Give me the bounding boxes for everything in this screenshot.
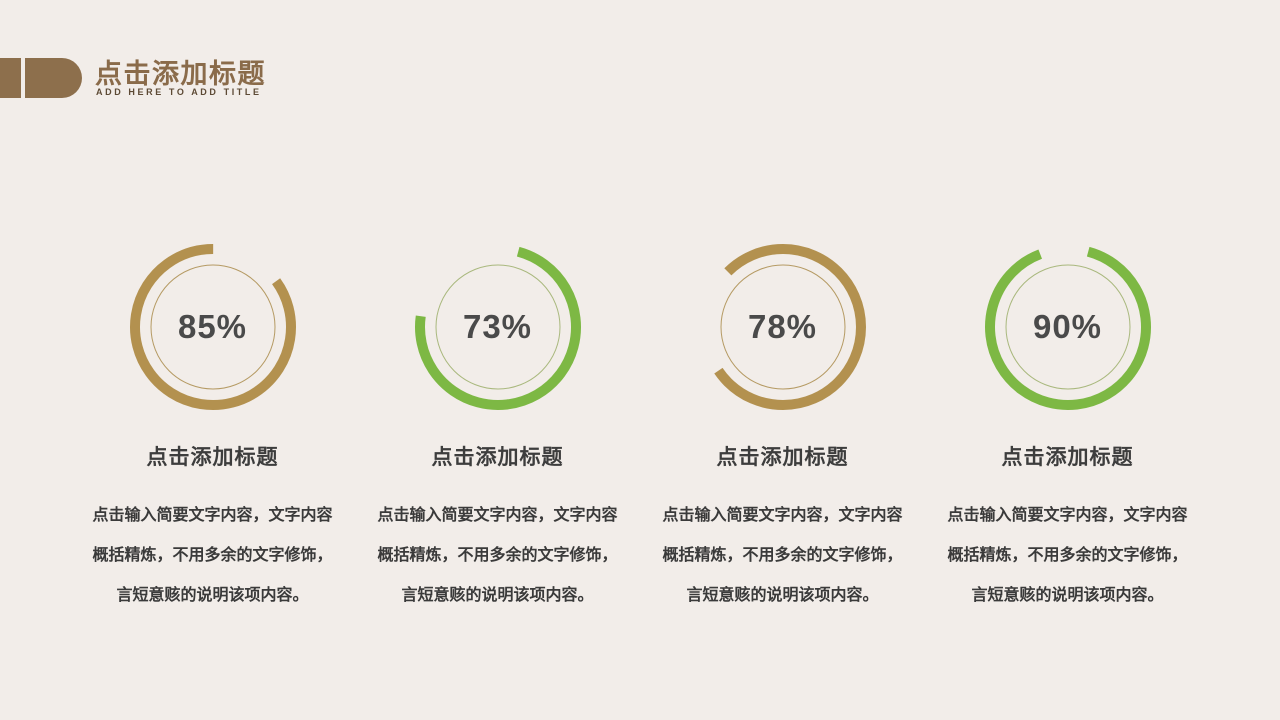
inner-circle [1005, 264, 1130, 390]
inner-circle [720, 264, 845, 390]
progress-ring-1: 85% [123, 237, 303, 417]
page-title: 点击添加标题 [95, 59, 266, 89]
percent-value: 85% [177, 308, 248, 345]
description-line: 概括精炼，不用多余的文字修饰， [947, 547, 1188, 564]
description-line: 概括精炼，不用多余的文字修饰， [662, 547, 903, 564]
description-line: 概括精炼，不用多余的文字修饰， [92, 547, 333, 564]
page-subtitle: ADD HERE TO ADD TITLE [96, 87, 262, 97]
inner-circle [150, 264, 275, 390]
logo-bar-shape [0, 58, 21, 98]
stat-columns: 85% 点击添加标题 点击输入简要文字内容，文字内容 概括精炼，不用多余的文字修… [70, 237, 1210, 616]
percent-value: 90% [1032, 308, 1103, 345]
percent-value: 73% [462, 308, 533, 345]
stat-description: 点击输入简要文字内容，文字内容 概括精炼，不用多余的文字修饰， 言短意赅的说明该… [355, 496, 640, 616]
description-line: 点击输入简要文字内容，文字内容 [947, 507, 1188, 524]
progress-ring-svg [699, 244, 866, 410]
stat-description: 点击输入简要文字内容，文字内容 概括精炼，不用多余的文字修饰， 言短意赅的说明该… [925, 496, 1210, 616]
progress-ring-svg [414, 244, 581, 410]
description-line: 点击输入简要文字内容，文字内容 [662, 507, 903, 524]
description-line: 言短意赅的说明该项内容。 [116, 587, 309, 604]
stat-title: 点击添加标题 [431, 446, 564, 469]
progress-ring-svg [984, 244, 1151, 410]
stat-column-4: 90% 点击添加标题 点击输入简要文字内容，文字内容 概括精炼，不用多余的文字修… [925, 237, 1210, 616]
stat-title: 点击添加标题 [146, 446, 279, 469]
description-line: 概括精炼，不用多余的文字修饰， [377, 547, 618, 564]
stat-column-1: 85% 点击添加标题 点击输入简要文字内容，文字内容 概括精炼，不用多余的文字修… [70, 237, 355, 616]
description-line: 言短意赅的说明该项内容。 [971, 587, 1164, 604]
logo-pill-shape [25, 58, 82, 98]
stat-column-3: 78% 点击添加标题 点击输入简要文字内容，文字内容 概括精炼，不用多余的文字修… [640, 237, 925, 616]
progress-ring-2: 73% [408, 237, 588, 417]
stat-title: 点击添加标题 [1001, 446, 1134, 469]
description-line: 言短意赅的说明该项内容。 [686, 587, 879, 604]
stat-title: 点击添加标题 [716, 446, 849, 469]
progress-ring-3: 78% [693, 237, 873, 417]
description-line: 言短意赅的说明该项内容。 [401, 587, 594, 604]
description-line: 点击输入简要文字内容，文字内容 [377, 507, 618, 524]
stat-column-2: 73% 点击添加标题 点击输入简要文字内容，文字内容 概括精炼，不用多余的文字修… [355, 237, 640, 616]
inner-circle [435, 264, 560, 390]
percent-value: 78% [747, 308, 818, 345]
brand-logo [0, 58, 84, 98]
progress-ring-4: 90% [978, 237, 1158, 417]
description-line: 点击输入简要文字内容，文字内容 [92, 507, 333, 524]
progress-ring-svg [129, 244, 296, 410]
stat-description: 点击输入简要文字内容，文字内容 概括精炼，不用多余的文字修饰， 言短意赅的说明该… [640, 496, 925, 616]
stat-description: 点击输入简要文字内容，文字内容 概括精炼，不用多余的文字修饰， 言短意赅的说明该… [70, 496, 355, 616]
